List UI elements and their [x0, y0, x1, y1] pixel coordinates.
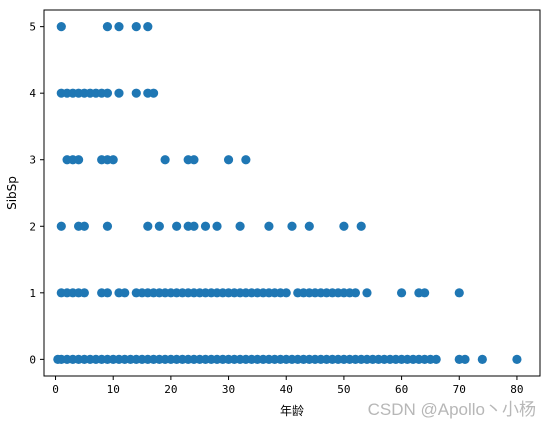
data-point: [56, 221, 66, 231]
data-point: [154, 221, 164, 231]
x-tick-label: 20: [164, 383, 177, 396]
data-point: [172, 221, 182, 231]
x-tick-label: 70: [453, 383, 466, 396]
x-tick-label: 50: [337, 383, 350, 396]
data-point: [79, 288, 89, 298]
x-tick-label: 0: [52, 383, 59, 396]
data-point: [74, 155, 84, 165]
data-point: [287, 221, 297, 231]
data-point: [131, 88, 141, 98]
data-point: [160, 155, 170, 165]
x-axis-ticks: 0 10 20 30 40 50 60 70 80: [52, 376, 524, 396]
data-point: [102, 221, 113, 231]
data-point: [454, 288, 464, 298]
y-tick-label: 1: [29, 287, 36, 300]
data-point: [189, 155, 199, 165]
data-point: [420, 288, 430, 298]
y-tick-label: 2: [29, 220, 36, 233]
y-tick-label: 3: [29, 154, 36, 167]
data-point: [356, 221, 366, 231]
data-point: [223, 155, 234, 165]
data-point: [235, 221, 245, 231]
data-point: [512, 354, 522, 364]
data-point: [79, 221, 89, 231]
x-tick-label: 60: [395, 383, 408, 396]
y-axis-label: SibSp: [5, 176, 19, 210]
y-axis-ticks: 0 1 2 3 4 5: [29, 21, 44, 366]
data-points: [53, 22, 522, 364]
x-tick-label: 30: [222, 383, 235, 396]
data-point: [102, 88, 113, 98]
data-point: [431, 354, 441, 364]
data-point: [281, 288, 291, 298]
data-point: [56, 22, 66, 32]
data-point: [339, 221, 349, 231]
data-point: [143, 22, 153, 32]
data-point: [114, 22, 124, 32]
data-point: [362, 288, 372, 298]
data-point: [143, 221, 153, 231]
data-point: [396, 288, 407, 298]
x-tick-label: 10: [107, 383, 120, 396]
data-point: [264, 221, 274, 231]
plot-frame: [43, 9, 541, 377]
data-point: [120, 288, 130, 298]
data-point: [102, 288, 113, 298]
y-tick-label: 0: [29, 353, 36, 366]
data-point: [148, 88, 159, 98]
data-point: [460, 354, 470, 364]
x-tick-label: 80: [510, 383, 523, 396]
data-point: [114, 88, 124, 98]
data-point: [131, 22, 141, 32]
data-point: [241, 155, 251, 165]
x-axis-label: 年龄: [280, 404, 304, 418]
watermark-text: CSDN @Apollo丶小杨: [367, 400, 536, 419]
data-point: [200, 221, 211, 231]
data-point: [108, 155, 118, 165]
data-point: [212, 221, 222, 231]
data-point: [189, 221, 199, 231]
data-point: [350, 288, 361, 298]
data-point: [477, 354, 487, 364]
data-point: [304, 221, 314, 231]
y-tick-label: 4: [29, 87, 36, 100]
x-tick-label: 40: [280, 383, 293, 396]
data-point: [102, 22, 113, 32]
y-tick-label: 5: [29, 21, 36, 34]
